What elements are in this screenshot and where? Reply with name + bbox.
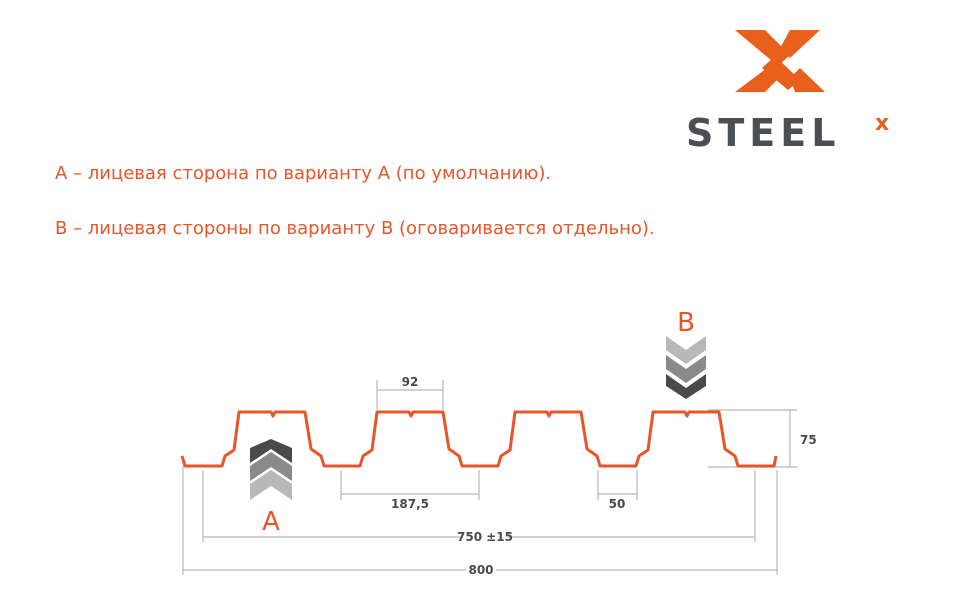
side-b-label: B [677,308,695,338]
dim-pitch: 187,5 [391,497,429,511]
dim-rib-top: 92 [402,375,419,389]
logo-wordmark: STEEL [686,111,840,155]
chevrons-side-a [250,439,292,500]
chevron-up-icon [250,470,292,500]
chevron-down-icon [666,374,706,399]
dim-height: 75 [800,433,817,447]
chevrons-side-b [666,336,706,399]
caption-side-b: В – лицевая стороны по варианту В (огова… [55,218,655,239]
caption-side-a: A – лицевая сторона по варианту А (по ум… [55,163,552,184]
side-a-label: A [262,507,280,537]
chevron-down-icon [666,336,706,364]
chevron-down-icon [666,355,706,383]
logo-x-mark [735,30,825,92]
profile-outline [180,410,778,468]
chevron-up-icon [250,439,292,463]
chevron-up-icon [250,452,292,481]
dim-useful-width: 750 ±15 [457,530,513,544]
dimension-lines [182,380,797,575]
steelx-logo: STEEL x [686,30,889,155]
dim-total-width: 800 [468,563,493,577]
dim-valley: 50 [609,497,626,511]
logo-x-superscript: x [875,111,889,136]
